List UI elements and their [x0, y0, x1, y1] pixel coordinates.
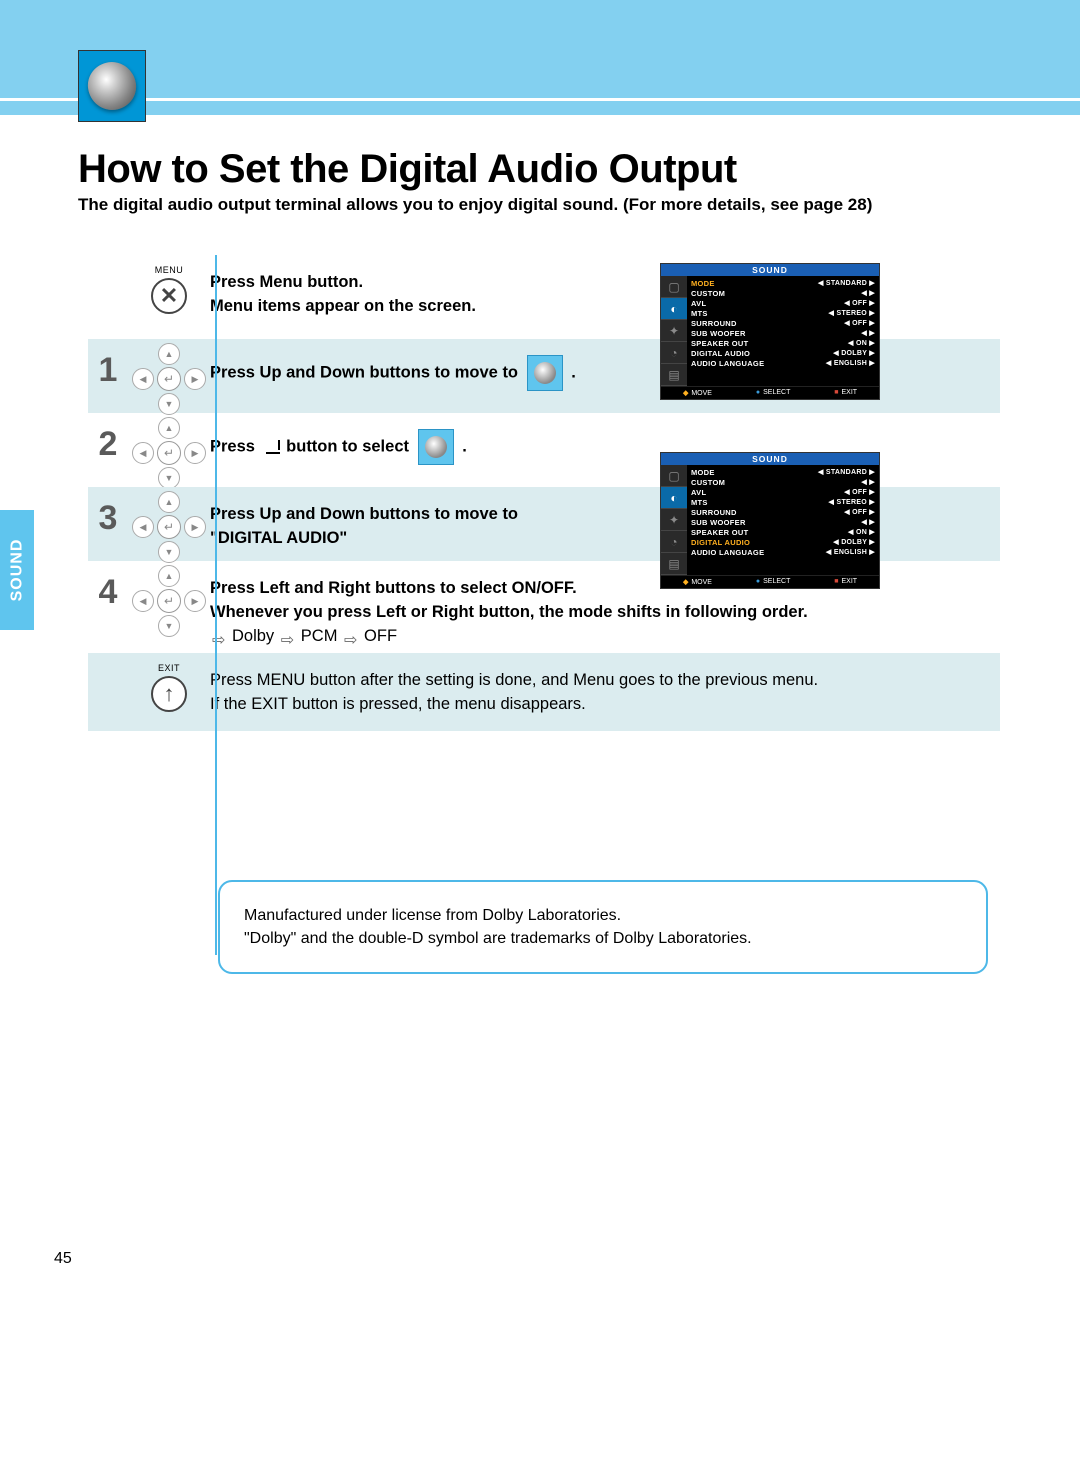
menu-btn-label: MENU — [155, 265, 184, 275]
step-3-num: 3 — [88, 491, 128, 538]
sound-inline-icon — [527, 355, 563, 391]
step-2-num: 2 — [88, 417, 128, 464]
menu-text-1: Press Menu button. — [210, 271, 1000, 295]
exit-button-icon: ↑ — [151, 676, 187, 712]
page-subtitle: The digital audio output terminal allows… — [78, 195, 872, 215]
dpad-icon: ▲▼◀▶↵ — [134, 349, 204, 409]
enter-icon — [262, 440, 280, 454]
step-2-suffix: . — [462, 437, 467, 455]
step-1-num: 1 — [88, 343, 128, 390]
menu-text-2: Menu items appear on the screen. — [210, 295, 1000, 319]
header-band — [0, 0, 1080, 115]
dpad-icon: ▲▼◀▶↵ — [134, 571, 204, 631]
step-1-text: Press Up and Down buttons to move to — [210, 363, 518, 381]
note-line1: Manufactured under license from Dolby La… — [244, 904, 962, 927]
osd2-title: SOUND — [661, 453, 879, 465]
dpad-icon: ▲▼◀▶↵ — [134, 423, 204, 483]
cycle-arrow-icon — [281, 629, 299, 643]
vertical-divider — [215, 255, 217, 955]
step-4-line1: Press Left and Right buttons to select O… — [210, 577, 1000, 601]
dolby-note: Manufactured under license from Dolby La… — [218, 880, 988, 974]
step-1-suffix: . — [571, 363, 576, 381]
page-title: How to Set the Digital Audio Output — [78, 147, 737, 192]
step-exit: EXIT ↑ Press MENU button after the setti… — [88, 653, 1000, 731]
osd-screenshot-1: SOUND ▢◐✦◔▤ MODE◀ STANDARD ▶CUSTOM◀ ▶AVL… — [660, 263, 880, 400]
step-4-options: Dolby PCM OFF — [210, 625, 1000, 649]
step-4-num: 4 — [88, 565, 128, 612]
side-tab-label: SOUND — [8, 539, 26, 602]
step-3-line2: "DIGITAL AUDIO" — [210, 527, 1000, 551]
step-3-line1: Press Up and Down buttons to move to — [210, 503, 1000, 527]
speaker-icon — [85, 59, 139, 113]
exit-line2: If the EXIT button is pressed, the menu … — [210, 693, 1000, 717]
osd2-list: MODE◀ STANDARD ▶CUSTOM◀ ▶AVL◀ OFF ▶MTS◀ … — [687, 465, 879, 575]
step-4-line2: Whenever you press Left or Right button,… — [210, 601, 1000, 625]
osd-screenshot-2: SOUND ▢◐✦◔▤ MODE◀ STANDARD ▶CUSTOM◀ ▶AVL… — [660, 452, 880, 589]
osd1-title: SOUND — [661, 264, 879, 276]
exit-btn-label: EXIT — [158, 663, 180, 673]
menu-button-icon: ✕ — [151, 278, 187, 314]
section-icon-box — [78, 50, 146, 122]
step-2-mid: button to select — [286, 437, 409, 455]
note-line2: "Dolby" and the double-D symbol are trad… — [244, 927, 962, 950]
exit-line1: Press MENU button after the setting is d… — [210, 669, 1000, 693]
side-tab: SOUND — [0, 510, 34, 630]
sound-inline-icon — [418, 429, 454, 465]
page-number: 45 — [54, 1250, 72, 1268]
osd1-list: MODE◀ STANDARD ▶CUSTOM◀ ▶AVL◀ OFF ▶MTS◀ … — [687, 276, 879, 386]
cycle-arrow-icon — [344, 629, 362, 643]
dpad-icon: ▲▼◀▶↵ — [134, 497, 204, 557]
